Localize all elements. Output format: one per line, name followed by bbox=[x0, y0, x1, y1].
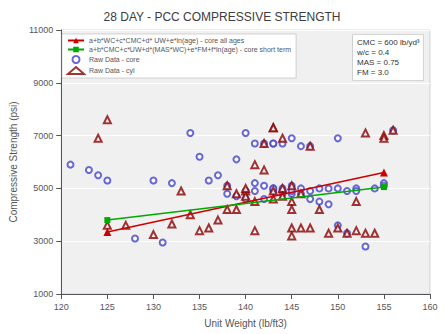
svg-text:1000: 1000 bbox=[33, 289, 53, 299]
svg-text:Raw Data - core: Raw Data - core bbox=[89, 56, 140, 63]
svg-text:145: 145 bbox=[284, 302, 299, 312]
svg-text:120: 120 bbox=[54, 302, 69, 312]
svg-text:28 DAY - PCC COMPRESSIVE STREN: 28 DAY - PCC COMPRESSIVE STRENGTH bbox=[104, 10, 341, 24]
svg-text:FM = 3.0: FM = 3.0 bbox=[357, 68, 389, 77]
svg-text:a+b*WC+c*CMC+d* UW+e*ln(age) -: a+b*WC+c*CMC+d* UW+e*ln(age) - core all … bbox=[89, 37, 245, 45]
svg-text:150: 150 bbox=[330, 302, 345, 312]
svg-text:160: 160 bbox=[422, 302, 437, 312]
svg-text:130: 130 bbox=[146, 302, 161, 312]
svg-text:5000: 5000 bbox=[33, 183, 53, 193]
svg-text:CMC = 600 lb/yd³: CMC = 600 lb/yd³ bbox=[357, 38, 420, 47]
svg-text:3000: 3000 bbox=[33, 236, 53, 246]
svg-text:Unit Weight (lb/ft3): Unit Weight (lb/ft3) bbox=[204, 318, 287, 329]
svg-text:MAS = 0.75: MAS = 0.75 bbox=[357, 58, 400, 67]
svg-text:11000: 11000 bbox=[29, 25, 53, 35]
svg-text:7000: 7000 bbox=[33, 131, 53, 141]
svg-text:Raw Data - cyl: Raw Data - cyl bbox=[89, 67, 135, 75]
svg-text:w/c = 0.4: w/c = 0.4 bbox=[356, 48, 390, 57]
svg-text:155: 155 bbox=[376, 302, 391, 312]
svg-text:9000: 9000 bbox=[33, 78, 53, 88]
svg-text:Compressive Strength (psi): Compressive Strength (psi) bbox=[8, 101, 19, 222]
svg-text:140: 140 bbox=[238, 302, 253, 312]
svg-text:125: 125 bbox=[100, 302, 115, 312]
svg-text:a+b*CMC+c*UW+d*(MAS*WC)+e*FM+f: a+b*CMC+c*UW+d*(MAS*WC)+e*FM+f*ln(age) -… bbox=[89, 46, 291, 54]
svg-text:135: 135 bbox=[192, 302, 207, 312]
